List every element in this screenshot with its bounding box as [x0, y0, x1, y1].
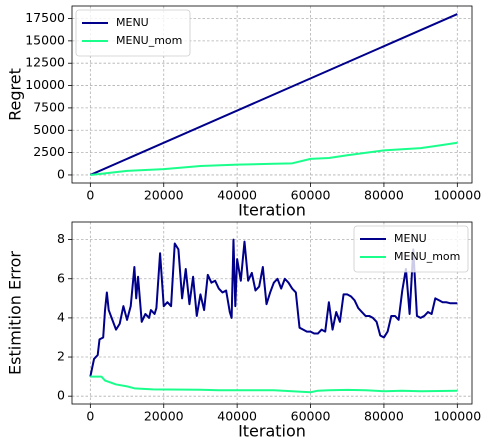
y-tick-label: 7500	[33, 99, 65, 114]
y-axis-label: Regret	[6, 68, 25, 121]
x-tick-label: 40000	[217, 409, 257, 424]
x-tick-label: 80000	[364, 409, 404, 424]
series-line	[90, 375, 458, 394]
y-tick-label: 4	[57, 309, 65, 324]
y-tick-label: 10000	[25, 77, 65, 92]
y-tick-label: 15000	[25, 32, 65, 47]
x-axis-label: Iteration	[238, 422, 306, 441]
legend-label: MENU_mom	[116, 34, 182, 47]
subplot: 0 20000 40000 60000 80000 100000 0 2 4 6 8 Iteratio…	[6, 221, 481, 441]
x-tick-label: 20000	[144, 188, 184, 203]
x-tick-label: 0	[86, 409, 94, 424]
y-tick-label: 5000	[33, 122, 65, 137]
y-tick-label: 12500	[25, 55, 65, 70]
series-line	[89, 238, 458, 377]
x-tick-label: 0	[86, 188, 94, 203]
x-tick-label: 20000	[144, 409, 184, 424]
legend: MENU MENU_mom	[75, 9, 191, 57]
y-tick-label: 17500	[25, 10, 65, 25]
axes-frame	[71, 5, 473, 184]
y-tick-label: 0	[57, 388, 65, 403]
legend-box	[75, 9, 191, 57]
x-tick-label: 60000	[291, 409, 331, 424]
series-line	[89, 13, 458, 176]
y-tick-label: 6	[57, 270, 65, 285]
x-tick-label: 100000	[433, 409, 481, 424]
legend: MENU MENU_mom	[353, 225, 469, 273]
x-tick-label: 100000	[433, 188, 481, 203]
legend-label: MENU	[116, 16, 149, 29]
axes-frame	[71, 221, 473, 405]
x-tick-label: 60000	[291, 188, 331, 203]
y-tick-label: 8	[57, 231, 65, 246]
x-axis-label: Iteration	[238, 201, 306, 220]
x-tick-label: 40000	[217, 188, 257, 203]
legend-label: MENU	[394, 232, 427, 245]
y-tick-label: 2500	[33, 144, 65, 159]
subplot: 0 20000 40000 60000 80000 100000 0 2500 5000 7500…	[6, 5, 481, 220]
y-tick-label: 2	[57, 349, 65, 364]
series-line	[90, 141, 458, 176]
x-tick-label: 80000	[364, 188, 404, 203]
y-axis-label: Estimition Error	[6, 251, 25, 375]
legend-label: MENU_mom	[394, 250, 460, 263]
y-tick-label: 0	[57, 166, 65, 181]
legend-box	[353, 225, 469, 273]
